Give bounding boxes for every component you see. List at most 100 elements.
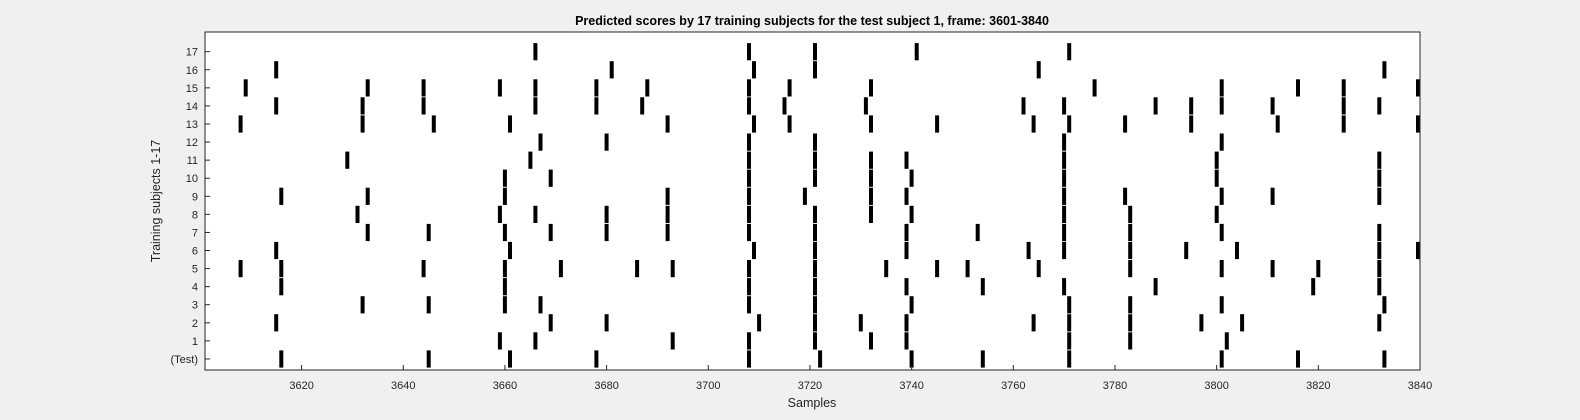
y-tick-label: 15 [186,83,198,95]
event-mark [1377,314,1382,332]
event-mark [1316,260,1321,278]
event-mark [243,79,248,97]
event-mark [665,223,670,242]
event-mark [813,278,817,296]
event-mark [609,61,614,79]
event-mark [975,223,980,242]
event-mark [1189,97,1194,115]
event-mark [747,223,751,242]
event-mark [1377,223,1382,242]
event-mark [1416,241,1420,260]
event-mark [1128,223,1133,242]
event-mark [670,332,675,350]
event-mark [1377,241,1382,260]
event-mark [1341,79,1346,97]
event-mark [365,223,370,242]
event-mark [1062,133,1067,151]
event-marks [238,43,1420,368]
y-tick-label: 7 [192,227,198,239]
event-mark [1416,79,1420,97]
x-tick-label: 3840 [1408,380,1432,392]
event-mark [1377,187,1382,205]
event-mark [426,223,431,242]
event-mark [884,260,889,278]
event-mark [813,223,817,242]
x-tick-label: 3820 [1306,380,1330,392]
event-mark [238,260,243,278]
event-mark [904,241,909,260]
event-mark [274,97,279,115]
event-mark [747,151,751,169]
event-mark [1036,260,1041,278]
event-mark [1128,260,1133,278]
event-mark [238,115,243,133]
y-tick-label: 9 [192,191,198,203]
event-mark [1240,314,1245,332]
event-mark [787,115,792,133]
event-mark [604,223,609,242]
event-mark [904,223,909,242]
event-mark [604,205,609,223]
event-mark [914,43,919,61]
event-mark [635,260,640,278]
event-mark [502,278,507,296]
event-mark [1067,115,1072,133]
event-mark [594,97,599,115]
event-mark [813,133,817,151]
event-mark [747,296,751,314]
event-mark [533,43,538,61]
event-mark [863,97,868,115]
event-mark [558,260,563,278]
event-mark [757,314,762,332]
event-mark [1062,241,1067,260]
event-mark [508,241,512,260]
event-mark [1062,278,1067,296]
event-mark [665,115,670,133]
x-tick-label: 3800 [1204,380,1228,392]
event-mark [1067,350,1072,368]
event-mark [360,115,365,133]
event-mark [904,151,909,169]
event-mark [1377,97,1382,115]
event-mark [548,223,553,242]
event-mark [1067,43,1072,61]
y-tick-label: 6 [192,246,198,258]
event-mark [1153,97,1158,115]
event-mark [665,205,670,223]
event-mark [497,79,502,97]
y-tick-label: 4 [192,282,198,294]
event-mark [813,61,817,79]
chart-title: Predicted scores by 17 training subjects… [575,14,1049,28]
y-tick-label: 5 [192,264,198,276]
event-mark [533,79,538,97]
event-mark [497,205,502,223]
event-mark [1062,187,1067,205]
event-mark [904,278,909,296]
event-mark [1377,169,1382,187]
event-mark [355,205,360,223]
event-mark [1026,241,1031,260]
event-mark [1123,115,1128,133]
event-mark [1189,115,1194,133]
event-mark [360,97,365,115]
event-mark [431,115,436,133]
event-mark [1184,241,1189,260]
event-mark [665,187,670,205]
event-mark [909,205,914,223]
event-mark [1341,97,1346,115]
event-mark [1341,115,1346,133]
event-mark [869,169,873,187]
event-mark [904,187,909,205]
event-mark [279,350,284,368]
event-mark [747,169,751,187]
event-mark [1067,296,1072,314]
event-mark [782,97,787,115]
event-mark [747,205,751,223]
event-mark [604,133,609,151]
event-mark [604,314,609,332]
event-mark [1128,314,1133,332]
event-mark [365,79,370,97]
event-mark [360,296,365,314]
event-mark [645,79,650,97]
